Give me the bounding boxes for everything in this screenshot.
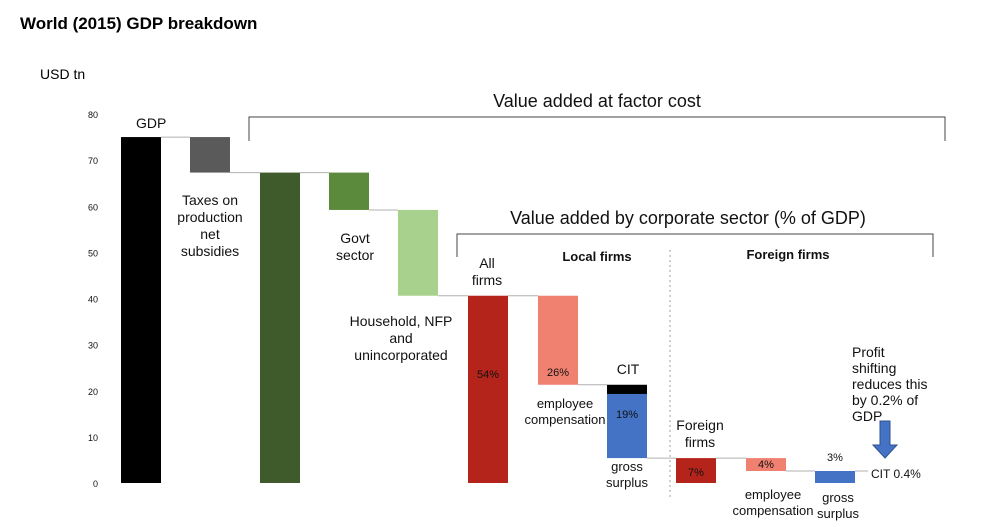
bar-label-all-firms: firms	[472, 272, 502, 288]
bar-foreign-firms	[676, 458, 716, 483]
y-tick-label: 50	[88, 248, 98, 258]
y-axis-label: USD tn	[40, 66, 86, 82]
bar-label-surplus-local: gross	[611, 459, 643, 474]
bar-label-employee-local: employee	[537, 396, 593, 411]
bar-label-all-firms: All	[479, 255, 495, 271]
annotation-value-added-factor-cost: Value added at factor cost	[493, 91, 701, 111]
y-tick-label: 40	[88, 295, 98, 305]
bar-label-household: and	[389, 330, 412, 346]
annotation-profit-shifting: shifting	[852, 360, 896, 376]
annotation-profit-shifting: reduces this	[852, 376, 927, 392]
bar-local-surplus	[607, 393, 647, 459]
bar-label-employee-local: compensation	[525, 412, 606, 427]
y-tick-label: 70	[88, 156, 98, 166]
annotation-cit-foreign: CIT 0.4%	[871, 467, 921, 481]
bar-label-govt: sector	[336, 247, 374, 263]
chart-title: World (2015) GDP breakdown	[20, 14, 258, 33]
pct-label: 7%	[688, 467, 704, 479]
bar-label-govt: Govt	[340, 230, 370, 246]
bar-label-surplus-foreign: surplus	[817, 506, 859, 521]
bar-label-taxes: production	[177, 209, 242, 225]
pct-label: 19%	[616, 409, 638, 421]
bar-all-firms	[468, 295, 508, 483]
bar-label-household: unincorporated	[354, 347, 447, 363]
y-tick-label: 80	[88, 110, 98, 120]
pct-label: 4%	[758, 459, 774, 471]
pct-label: 3%	[827, 452, 843, 464]
y-tick-label: 0	[93, 479, 98, 489]
bar-label-taxes: Taxes on	[182, 192, 238, 208]
bar-label-employee-foreign: employee	[745, 487, 801, 502]
pct-label: 26%	[547, 367, 569, 379]
bar-label-employee-foreign: compensation	[733, 503, 814, 518]
bar-taxes	[190, 137, 230, 173]
bar-local-employee	[538, 295, 578, 385]
bar-label-taxes: net	[200, 226, 220, 242]
annotation-profit-shifting: by 0.2% of	[852, 392, 918, 408]
pct-label: 54%	[477, 369, 499, 381]
bar-label-taxes: subsidies	[181, 243, 239, 259]
annotation-profit-shifting: Profit	[852, 344, 885, 360]
y-tick-label: 30	[88, 341, 98, 351]
annotation-profit-shifting: GDP	[852, 408, 882, 424]
bar-label-household: Household, NFP	[350, 313, 453, 329]
down-arrow-icon	[871, 420, 899, 459]
y-tick-label: 10	[88, 433, 98, 443]
section-label-local-firms: Local firms	[562, 249, 631, 264]
bar-value-added	[260, 172, 300, 484]
y-tick-label: 60	[88, 202, 98, 212]
section-label-foreign-firms: Foreign firms	[746, 247, 829, 262]
bar-foreign-surplus	[815, 471, 855, 483]
bar-label-cit: CIT	[617, 361, 640, 377]
y-tick-label: 20	[88, 387, 98, 397]
bar-foreign-employee	[746, 458, 786, 472]
bar-label-surplus-foreign: gross	[822, 490, 854, 505]
bar-label-foreign-firms: firms	[685, 434, 715, 450]
bar-local-cit	[607, 384, 647, 394]
bracket-factor-cost	[248, 116, 946, 141]
bar-label-gdp: GDP	[136, 115, 166, 131]
bar-label-surplus-local: surplus	[606, 475, 648, 490]
bar-household	[398, 209, 438, 296]
annotation-value-added-corporate: Value added by corporate sector (% of GD…	[510, 208, 866, 228]
bracket-corporate	[456, 233, 934, 257]
bar-label-foreign-firms: Foreign	[676, 417, 723, 433]
bar-govt	[329, 172, 369, 210]
bar-gdp	[121, 137, 161, 483]
